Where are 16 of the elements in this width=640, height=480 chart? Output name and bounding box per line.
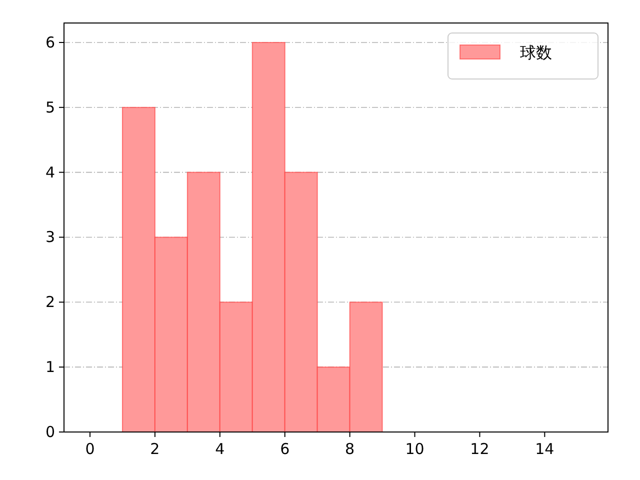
y-tick-label: 3 xyxy=(45,228,55,246)
y-tick-label: 6 xyxy=(45,33,55,52)
y-tick-label: 4 xyxy=(45,163,55,182)
x-tick-label: 8 xyxy=(345,440,355,458)
y-tick-label: 5 xyxy=(45,98,55,116)
x-tick-label: 2 xyxy=(150,440,160,458)
x-tick-label: 12 xyxy=(470,440,490,458)
x-tick-label: 10 xyxy=(405,440,424,458)
y-tick-label: 2 xyxy=(45,293,55,312)
x-tick-label: 14 xyxy=(535,440,554,458)
legend-label: 球数 xyxy=(520,43,552,62)
x-tick-label: 0 xyxy=(85,440,95,458)
y-tick-label: 0 xyxy=(45,423,55,441)
x-tick-label: 6 xyxy=(280,440,290,458)
x-tick-label: 4 xyxy=(215,440,225,458)
y-tick-label: 1 xyxy=(45,358,55,376)
